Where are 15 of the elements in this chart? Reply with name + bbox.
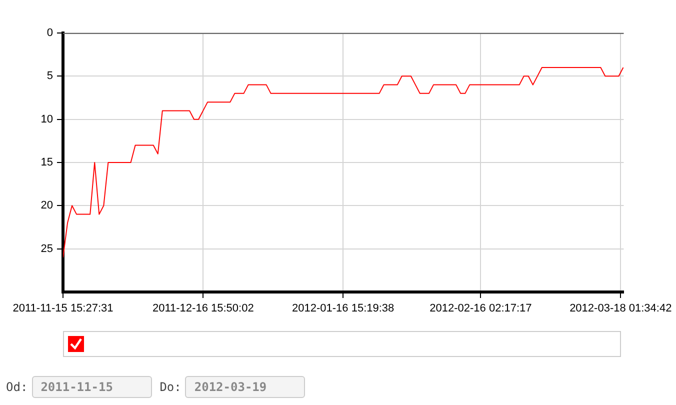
- y-tick-label: 5: [46, 70, 53, 82]
- y-tick-label: 20: [40, 200, 53, 212]
- x-tick-label: 2012-03-18 01:34:42: [570, 302, 672, 315]
- y-tick-label: 10: [40, 113, 53, 126]
- text: Od:: [6, 380, 28, 394]
- text: Do:: [160, 380, 182, 394]
- x-tick-label: 2011-11-15 15:27:31: [12, 302, 114, 315]
- y-tick-label: 0: [46, 27, 53, 40]
- x-tick-label: 2012-02-16 02:17:17: [430, 302, 532, 315]
- x-tick-label: 2012-01-16 15:19:38: [292, 302, 394, 315]
- text: 2012-03-19: [185, 376, 306, 398]
- x-tick-label: 2011-12-16 15:50:02: [152, 302, 254, 315]
- y-tick-label: 15: [40, 156, 53, 169]
- y-tick-label: 25: [40, 242, 53, 255]
- text: 2011-11-15: [32, 376, 152, 398]
